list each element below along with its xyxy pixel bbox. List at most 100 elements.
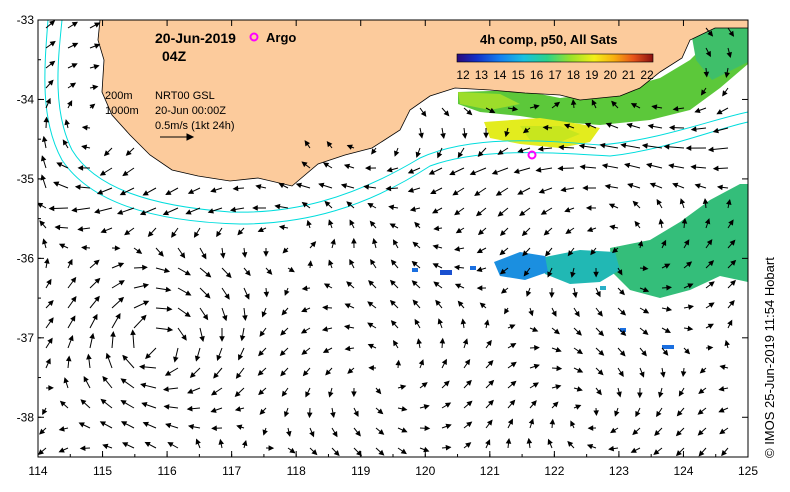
current-arrow bbox=[535, 167, 553, 173]
current-arrow bbox=[142, 421, 157, 429]
current-arrow bbox=[694, 107, 707, 113]
current-arrow bbox=[58, 426, 69, 432]
current-arrow bbox=[351, 387, 357, 398]
current-arrow bbox=[669, 124, 685, 131]
current-arrow bbox=[65, 355, 72, 369]
current-arrow bbox=[67, 100, 73, 109]
current-arrow bbox=[111, 262, 125, 269]
current-arrow bbox=[419, 382, 428, 389]
legend-200m: 200m bbox=[105, 90, 133, 102]
current-arrow bbox=[262, 427, 268, 436]
current-arrow bbox=[243, 287, 250, 300]
current-arrow bbox=[45, 278, 52, 289]
current-arrow bbox=[672, 105, 685, 112]
current-arrow bbox=[483, 319, 490, 329]
argo-float-marker bbox=[527, 150, 537, 160]
current-arrow bbox=[58, 243, 69, 249]
current-arrow bbox=[42, 238, 48, 249]
current-arrow bbox=[683, 325, 694, 332]
current-arrow bbox=[397, 427, 408, 433]
current-arrow bbox=[45, 40, 56, 49]
current-arrow bbox=[407, 167, 421, 174]
colorbar-tick-label: 22 bbox=[640, 68, 654, 82]
current-arrow bbox=[705, 345, 714, 351]
current-arrow bbox=[284, 287, 290, 296]
current-arrow bbox=[441, 444, 452, 451]
current-arrow bbox=[551, 365, 563, 372]
current-arrow bbox=[133, 264, 148, 271]
current-arrow bbox=[274, 203, 289, 210]
current-arrow bbox=[363, 184, 377, 190]
current-arrow bbox=[672, 182, 685, 189]
current-arrow bbox=[67, 258, 73, 269]
current-arrow bbox=[252, 205, 267, 211]
current-arrow bbox=[726, 198, 732, 209]
current-arrow bbox=[318, 182, 333, 189]
current-arrow bbox=[658, 218, 665, 229]
current-arrow bbox=[690, 126, 707, 132]
current-arrow bbox=[100, 227, 113, 234]
legend-scale: 0.5m/s (1kt 24h) bbox=[155, 120, 234, 132]
current-arrow bbox=[632, 427, 641, 436]
current-arrow bbox=[551, 327, 560, 335]
current-arrow bbox=[133, 300, 150, 309]
current-arrow bbox=[63, 377, 69, 389]
current-arrow bbox=[522, 247, 531, 257]
current-arrow bbox=[45, 300, 54, 309]
current-arrow bbox=[694, 183, 707, 189]
current-arrow bbox=[705, 323, 714, 329]
current-arrow bbox=[455, 227, 465, 234]
y-tick-label: -34 bbox=[17, 92, 35, 106]
current-arrow bbox=[103, 147, 113, 157]
current-arrow bbox=[89, 295, 100, 309]
current-arrow bbox=[369, 220, 377, 229]
current-arrow bbox=[414, 221, 421, 229]
current-arrow bbox=[661, 284, 673, 291]
current-arrow bbox=[601, 163, 619, 169]
current-arrow bbox=[547, 267, 553, 278]
current-arrow bbox=[89, 313, 98, 329]
current-arrow bbox=[582, 185, 597, 191]
current-arrow bbox=[59, 400, 69, 409]
current-arrow bbox=[441, 423, 452, 430]
current-arrow bbox=[517, 187, 531, 195]
current-arrow bbox=[265, 445, 275, 451]
current-arrow bbox=[685, 145, 707, 151]
current-arrow bbox=[238, 347, 245, 361]
current-arrow bbox=[647, 123, 663, 130]
current-arrow bbox=[491, 167, 509, 175]
current-arrow bbox=[414, 318, 421, 329]
x-tick-label: 118 bbox=[287, 464, 306, 478]
current-arrow bbox=[611, 100, 619, 109]
current-arrow bbox=[543, 227, 553, 236]
current-arrow bbox=[177, 267, 191, 276]
current-arrow bbox=[477, 147, 487, 157]
current-arrow bbox=[89, 43, 101, 49]
contour-1000m bbox=[44, 20, 748, 225]
current-arrow bbox=[140, 382, 157, 389]
current-arrow bbox=[39, 427, 47, 435]
sst-speck-4 bbox=[620, 328, 626, 332]
current-arrow bbox=[392, 239, 399, 249]
current-arrow bbox=[78, 422, 91, 429]
current-arrow bbox=[528, 307, 534, 317]
current-arrow bbox=[397, 406, 408, 412]
current-arrow bbox=[216, 227, 223, 238]
current-arrow bbox=[111, 280, 125, 289]
current-arrow bbox=[595, 347, 605, 356]
current-arrow bbox=[617, 367, 624, 377]
current-arrow bbox=[39, 220, 47, 229]
current-arrow bbox=[368, 280, 377, 289]
current-arrow bbox=[570, 267, 576, 278]
current-arrow bbox=[328, 259, 334, 269]
current-arrow bbox=[164, 367, 179, 376]
current-arrow bbox=[519, 207, 531, 217]
current-arrow bbox=[727, 219, 734, 229]
current-arrow bbox=[281, 307, 289, 316]
current-arrow bbox=[155, 326, 174, 333]
current-arrow bbox=[278, 224, 289, 231]
current-arrow bbox=[234, 387, 245, 397]
current-arrow bbox=[435, 299, 443, 309]
current-arrow bbox=[604, 183, 619, 190]
